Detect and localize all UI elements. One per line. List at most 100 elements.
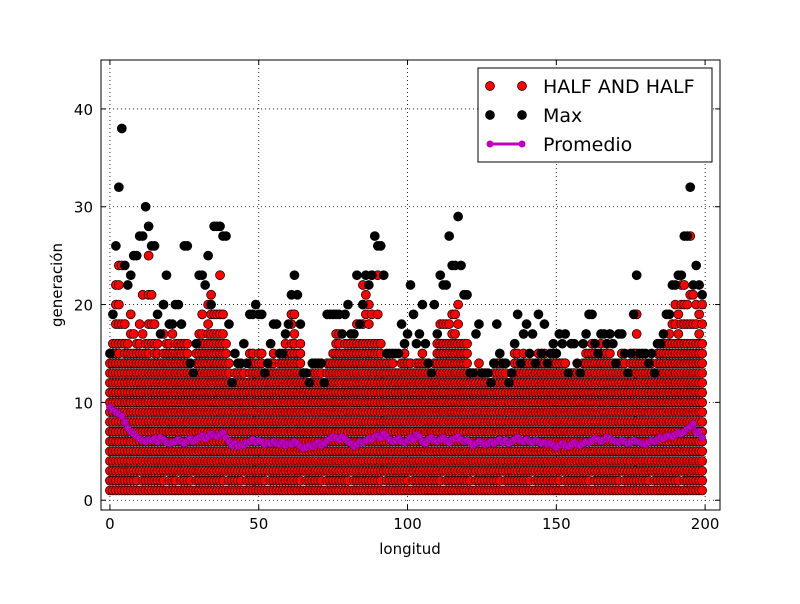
point <box>679 280 690 290</box>
point <box>108 309 118 320</box>
point <box>122 338 133 349</box>
point <box>125 309 136 320</box>
point <box>280 329 291 339</box>
point <box>631 329 642 339</box>
point <box>664 309 675 320</box>
legend-marker <box>517 110 527 120</box>
point <box>560 329 571 339</box>
point <box>221 231 231 241</box>
point <box>114 299 124 310</box>
point <box>575 368 585 378</box>
x-tick-label: 200 <box>691 515 720 533</box>
point <box>182 348 193 359</box>
point <box>355 319 365 329</box>
point <box>161 270 172 281</box>
point <box>697 456 707 466</box>
point <box>283 319 294 329</box>
legend-label: HALF AND HALF <box>543 76 695 98</box>
point <box>462 358 472 369</box>
point <box>197 309 208 320</box>
point <box>304 377 315 388</box>
point <box>453 299 463 310</box>
point <box>697 377 707 388</box>
point <box>494 348 505 359</box>
point <box>673 329 684 339</box>
x-tick-label: 150 <box>542 515 571 533</box>
point <box>167 329 178 339</box>
point <box>646 348 657 359</box>
point <box>474 319 484 329</box>
point <box>176 319 187 329</box>
point <box>149 241 160 251</box>
point <box>119 260 130 271</box>
point <box>527 329 538 339</box>
point <box>500 358 511 369</box>
point <box>230 348 240 359</box>
point <box>453 319 463 329</box>
point <box>396 319 407 329</box>
point <box>259 368 270 378</box>
point <box>685 182 696 193</box>
point <box>649 368 660 378</box>
point <box>411 338 422 349</box>
point <box>610 358 621 369</box>
point <box>616 329 627 339</box>
point <box>468 368 478 378</box>
point <box>697 475 707 486</box>
point <box>340 309 350 320</box>
legend-marker <box>517 81 527 91</box>
point <box>105 348 115 359</box>
point <box>134 319 145 329</box>
point <box>203 250 213 261</box>
point <box>352 270 362 281</box>
point <box>349 329 359 339</box>
point <box>197 270 208 281</box>
point <box>262 358 273 369</box>
point <box>414 329 425 339</box>
point <box>167 319 178 329</box>
point <box>462 348 472 359</box>
point <box>114 182 124 193</box>
point <box>697 387 707 398</box>
point <box>697 338 707 349</box>
point <box>215 270 225 281</box>
legend-label: Promedio <box>543 134 632 156</box>
point <box>143 250 154 261</box>
point <box>114 280 124 290</box>
point <box>378 270 389 281</box>
point <box>116 123 127 134</box>
point <box>512 309 523 320</box>
point <box>420 338 431 349</box>
point <box>417 348 428 359</box>
point <box>524 348 535 359</box>
point <box>221 338 231 349</box>
point <box>453 211 463 222</box>
point <box>119 319 130 329</box>
point <box>155 329 166 339</box>
point <box>289 329 300 339</box>
x-tick-label: 100 <box>393 515 422 533</box>
legend-marker <box>486 140 494 148</box>
point <box>185 358 196 369</box>
point <box>111 241 121 251</box>
point <box>676 270 687 281</box>
point <box>295 319 306 329</box>
point <box>358 299 368 310</box>
point <box>158 299 169 310</box>
point <box>215 221 225 232</box>
y-tick-label: 10 <box>74 394 93 412</box>
point <box>227 377 237 388</box>
point <box>557 338 568 349</box>
point <box>655 338 666 349</box>
point <box>206 289 216 300</box>
point <box>590 338 600 349</box>
point <box>125 270 136 281</box>
point <box>697 446 707 457</box>
point <box>429 299 440 310</box>
point <box>625 348 636 359</box>
point <box>316 358 327 369</box>
point <box>682 299 693 310</box>
point <box>450 309 460 320</box>
point <box>444 231 455 241</box>
point <box>441 280 452 290</box>
